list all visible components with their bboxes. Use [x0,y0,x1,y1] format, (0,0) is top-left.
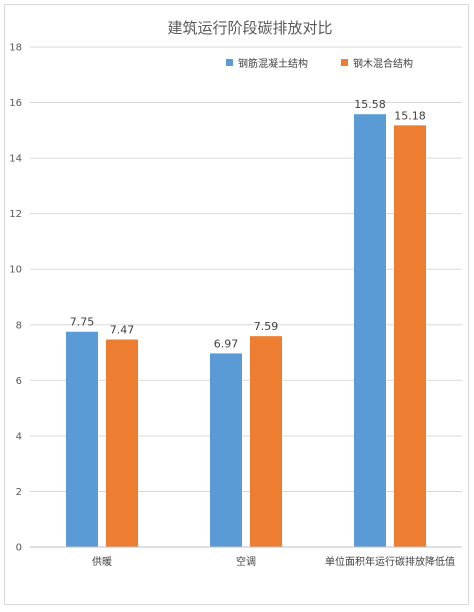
x-axis: 供暖 空调 单位面积年运行碳排放降低值 [92,555,455,568]
legend-label-steel-wood: 钢木混合结构 [353,57,413,70]
bars [66,114,426,547]
y-tick-label: 0 [16,543,22,554]
y-tick-label: 14 [9,154,22,165]
data-label: 7.75 [70,316,95,329]
legend-swatch-rc [226,59,233,66]
y-axis: 0 2 4 6 8 10 12 14 16 18 [9,43,22,554]
data-label: 7.47 [110,324,135,337]
x-category-label: 空调 [236,555,256,568]
bar-rc-1 [210,353,242,547]
data-label: 6.97 [214,337,239,350]
bar-rc-0 [66,331,98,547]
y-tick-label: 18 [9,43,22,54]
y-tick-label: 16 [9,98,22,109]
data-label: 15.18 [394,109,426,122]
bar-rc-2 [354,114,386,547]
x-category-label: 供暖 [92,555,112,568]
y-tick-label: 6 [16,376,22,387]
bar-steel-wood-1 [250,336,282,547]
y-tick-label: 12 [9,209,22,220]
legend-label-rc: 钢筋混凝土结构 [238,57,308,70]
legend-swatch-steel-wood [341,59,348,66]
y-tick-label: 4 [16,431,22,442]
chart-title: 建筑运行阶段碳排放对比 [167,19,332,37]
bar-steel-wood-0 [106,339,138,547]
data-label: 15.58 [354,98,386,111]
bar-steel-wood-2 [394,125,426,547]
legend: 钢筋混凝土结构 钢木混合结构 [226,57,413,70]
data-labels: 7.75 7.47 6.97 7.59 15.58 15.18 [70,98,426,350]
y-tick-label: 10 [9,265,22,276]
x-category-label: 单位面积年运行碳排放降低值 [325,555,455,568]
data-label: 7.59 [254,320,279,333]
y-tick-label: 8 [16,320,22,331]
y-tick-label: 2 [16,487,22,498]
